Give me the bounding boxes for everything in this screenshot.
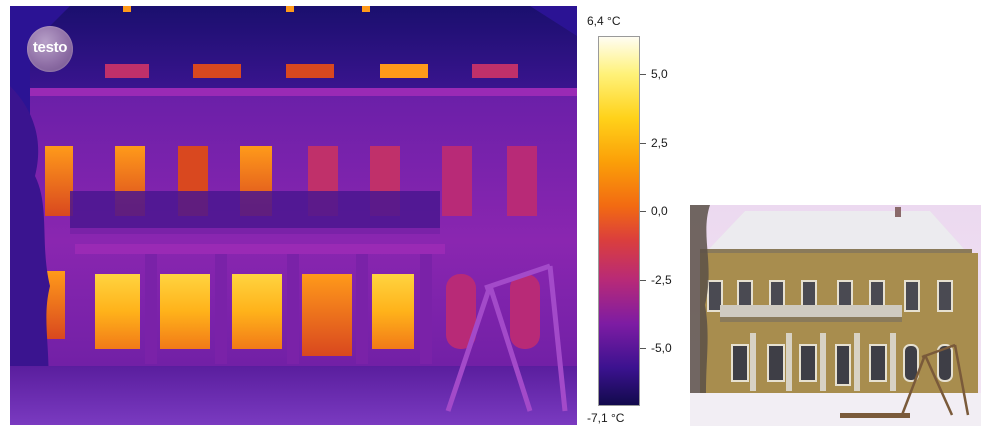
- logo-text: testo: [32, 39, 68, 56]
- thermal-image: testo: [10, 6, 577, 425]
- scale-min-label: -7,1 °C: [587, 411, 625, 425]
- thermal-building-graphic: [10, 6, 577, 425]
- colorbar-tick: [640, 143, 646, 144]
- visible-building-graphic: [690, 205, 981, 426]
- colorbar-tick-label: 5,0: [651, 67, 668, 81]
- scale-max-label: 6,4 °C: [587, 14, 621, 28]
- testo-logo: testo: [27, 26, 73, 72]
- temperature-colorbar: [598, 36, 640, 406]
- colorbar-tick-label: 0,0: [651, 204, 668, 218]
- visible-photo: [690, 205, 981, 426]
- colorbar-tick: [640, 211, 646, 212]
- colorbar-tick: [640, 348, 646, 349]
- colorbar-tick: [640, 74, 646, 75]
- colorbar-tick: [640, 280, 646, 281]
- colorbar-tick-label: -5,0: [651, 341, 672, 355]
- colorbar-tick-label: -2,5: [651, 273, 672, 287]
- colorbar-tick-label: 2,5: [651, 136, 668, 150]
